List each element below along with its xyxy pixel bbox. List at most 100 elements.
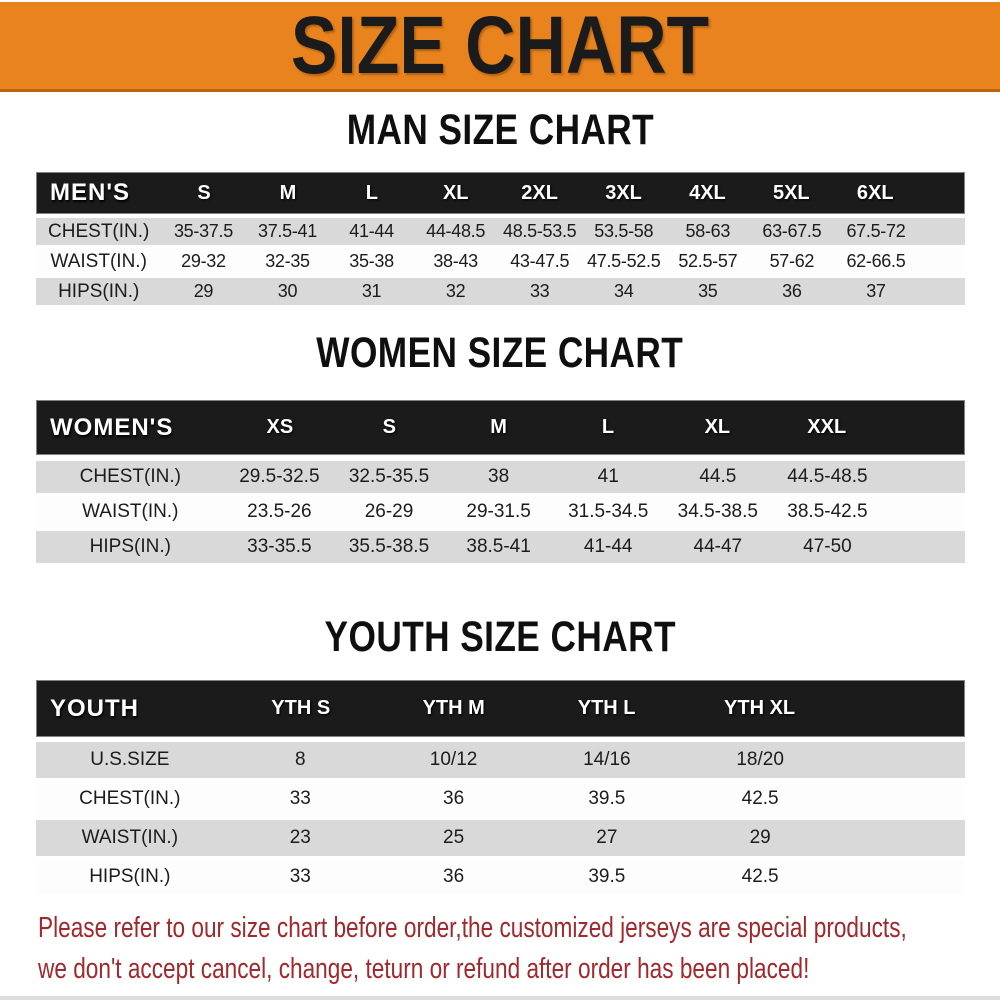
table-cell: 30 (277, 281, 298, 301)
table-cell: 25 (443, 827, 465, 848)
table-cell: 52.5-57 (678, 251, 738, 271)
men-column-header: S (197, 181, 211, 204)
table-cell: 29 (749, 827, 771, 848)
row-label: WAIST(IN.) (81, 827, 179, 848)
table-cell: 38.5-41 (466, 536, 531, 557)
table-cell: 47.5-52.5 (587, 251, 661, 271)
men-column-header: 2XL (521, 181, 558, 204)
table-cell: 29-31.5 (466, 501, 531, 522)
row-label: WAIST(IN.) (50, 250, 147, 272)
table-cell: 14/16 (583, 749, 631, 770)
table-cell: 36 (782, 281, 802, 301)
table-cell: 43-47.5 (510, 251, 570, 271)
youth-section-title-text: YOUTH SIZE CHART (324, 613, 676, 661)
table-cell: 23.5-26 (247, 501, 312, 522)
table-cell: 48.5-53.5 (503, 221, 577, 241)
table-cell: 41 (597, 466, 619, 487)
women-hips-row: HIPS(IN.) 33-35.5 35.5-38.5 38.5-41 41-4… (36, 531, 965, 563)
youth-waist-row: WAIST(IN.) 23 25 27 29 (36, 820, 965, 856)
women-table-header: WOMEN'S XS S M L XL XXL (36, 400, 965, 455)
row-label: HIPS(IN.) (58, 280, 140, 302)
youth-chest-row: CHEST(IN.) 33 36 39.5 42.5 (36, 781, 965, 817)
table-cell: 32 (445, 281, 466, 301)
youth-column-header: YTH M (422, 697, 485, 719)
row-label: CHEST(IN.) (48, 220, 150, 242)
table-cell: 41-44 (583, 536, 633, 557)
banner-title: SIZE CHART (290, 0, 710, 91)
youth-column-header: YTH XL (724, 697, 796, 719)
youth-size-table: YOUTH YTH S YTH M YTH L YTH XL U.S.SIZE … (36, 680, 965, 895)
row-label: CHEST(IN.) (79, 466, 181, 487)
table-cell: 27 (596, 827, 618, 848)
table-cell: 36 (443, 788, 465, 809)
row-label: U.S.SIZE (90, 749, 170, 770)
men-column-header: XL (442, 181, 469, 204)
table-cell: 33 (289, 866, 311, 887)
table-cell: 29 (193, 281, 214, 301)
table-cell: 58-63 (685, 221, 731, 241)
table-cell: 44-47 (693, 536, 743, 557)
men-column-header: M (279, 181, 297, 204)
table-cell: 35-37.5 (173, 221, 233, 241)
women-section-title: WOMEN SIZE CHART (0, 332, 1000, 375)
table-cell: 42.5 (741, 866, 779, 887)
youth-table-header: YOUTH YTH S YTH M YTH L YTH XL (36, 680, 965, 737)
table-cell: 18/20 (736, 749, 784, 770)
table-cell: 67.5-72 (846, 221, 906, 241)
table-cell: 29-32 (181, 251, 226, 271)
table-cell: 39.5 (588, 866, 626, 887)
men-hips-row: HIPS(IN.) 29 30 31 32 33 34 35 36 37 (36, 278, 965, 305)
table-cell: 35.5-38.5 (348, 536, 430, 557)
women-header-label: WOMEN'S (50, 413, 174, 441)
table-cell: 26-29 (364, 501, 414, 522)
table-cell: 38.5-42.5 (787, 501, 868, 522)
size-chart-banner: SIZE CHART (0, 2, 1000, 92)
men-chest-row: CHEST(IN.) 35-37.5 37.5-41 41-44 44-48.5… (36, 218, 965, 245)
youth-column-header: YTH S (271, 697, 331, 719)
men-section-title: MAN SIZE CHART (0, 109, 1000, 152)
women-column-header: M (490, 416, 507, 438)
men-column-header: 6XL (856, 181, 894, 204)
table-cell: 37.5-41 (258, 221, 317, 241)
table-cell: 39.5 (588, 788, 626, 809)
row-label: HIPS(IN.) (89, 536, 171, 557)
disclaimer-line-2: we don't accept cancel, change, teturn o… (38, 953, 810, 985)
table-cell: 32.5-35.5 (348, 466, 430, 487)
youth-hips-row: HIPS(IN.) 33 36 39.5 42.5 (36, 859, 965, 895)
men-size-table: MEN'S S M L XL 2XL 3XL 4XL 5XL 6XL CHEST… (36, 172, 965, 305)
table-cell: 29.5-32.5 (239, 466, 320, 487)
men-header-label: MEN'S (50, 179, 131, 206)
table-cell: 33 (529, 281, 550, 301)
youth-ussize-row: U.S.SIZE 8 10/12 14/16 18/20 (36, 742, 965, 778)
table-cell: 35 (698, 281, 718, 301)
women-chest-row: CHEST(IN.) 29.5-32.5 32.5-35.5 38 41 44.… (36, 461, 965, 493)
table-cell: 35-38 (349, 251, 394, 271)
women-column-header: L (601, 416, 615, 438)
table-cell: 38-43 (433, 251, 478, 271)
table-cell: 53.5-58 (594, 221, 654, 241)
row-label: HIPS(IN.) (89, 866, 171, 887)
table-cell: 33-35.5 (247, 536, 312, 557)
men-waist-row: WAIST(IN.) 29-32 32-35 35-38 38-43 43-47… (36, 248, 965, 275)
table-cell: 44.5-48.5 (787, 466, 868, 487)
men-column-header: 5XL (772, 181, 810, 204)
disclaimer-line-1: Please refer to our size chart before or… (38, 912, 907, 944)
table-cell: 62-66.5 (846, 251, 906, 271)
table-cell: 32-35 (265, 251, 310, 271)
disclaimer: Please refer to our size chart before or… (0, 910, 1000, 992)
table-cell: 31 (361, 281, 382, 301)
table-cell: 23 (289, 827, 311, 848)
table-cell: 44-48.5 (426, 221, 486, 241)
table-cell: 57-62 (769, 251, 815, 271)
table-cell: 34 (614, 281, 634, 301)
row-label: CHEST(IN.) (79, 788, 181, 809)
men-column-header: 4XL (689, 181, 726, 204)
table-cell: 34.5-38.5 (677, 501, 758, 522)
table-cell: 10/12 (429, 749, 478, 770)
women-column-header: XS (266, 416, 294, 438)
women-column-header: XL (704, 416, 731, 438)
table-cell: 41-44 (349, 221, 394, 241)
youth-column-header: YTH L (577, 697, 636, 719)
table-cell: 47-50 (803, 536, 852, 557)
men-section-title-text: MAN SIZE CHART (346, 106, 654, 154)
